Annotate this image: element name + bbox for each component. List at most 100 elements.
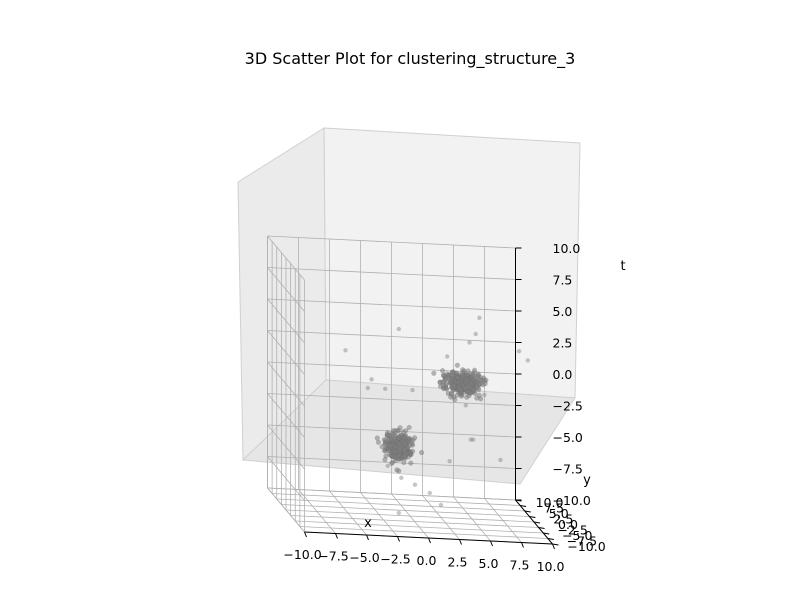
x-tick-label: −2.5: [380, 552, 410, 567]
data-point: [468, 381, 474, 387]
y-axis-label: y: [583, 473, 591, 488]
grid-line: [272, 493, 521, 506]
back-pane: [323, 127, 581, 399]
outlier-point: [412, 482, 418, 487]
grid-line: [276, 498, 525, 512]
outlier-point: [399, 475, 404, 480]
y-tick-mark: [533, 521, 541, 524]
data-point: [475, 372, 482, 378]
outlier-point: [427, 490, 432, 496]
z-tick-label: −10.0: [553, 493, 591, 508]
data-point: [391, 449, 398, 455]
data-point: [437, 379, 443, 385]
data-point: [449, 369, 455, 375]
data-point: [385, 429, 391, 436]
x-tick-label: 10.0: [537, 559, 565, 574]
data-point: [440, 368, 446, 374]
data-point: [407, 450, 414, 456]
z-tick-label: 10.0: [553, 241, 581, 256]
y-tick-label: 7.5: [544, 501, 564, 516]
data-point: [472, 367, 478, 373]
grid-line: [267, 267, 305, 312]
outlier-point: [525, 358, 530, 363]
outlier-point: [396, 510, 401, 516]
data-point: [464, 377, 471, 383]
outlier-point: [343, 348, 348, 353]
x-tick-mark: [459, 539, 462, 545]
data-point: [405, 438, 411, 444]
x-tick-mark: [366, 534, 369, 541]
y-tick-label: −10.0: [567, 539, 605, 554]
outlier-point: [482, 392, 487, 398]
x-tick-mark: [552, 543, 555, 550]
x-tick-label: 0.0: [417, 553, 437, 568]
outlier-point: [467, 340, 472, 345]
outlier-point: [365, 385, 370, 391]
z-tick-label: 0.0: [553, 367, 573, 382]
outlier-point: [498, 457, 503, 463]
data-point: [397, 446, 403, 452]
grid-line: [281, 504, 530, 517]
z-tick-label: 7.5: [553, 273, 573, 288]
data-point: [474, 384, 480, 390]
x-axis-label: x: [364, 516, 372, 531]
x-tick-label: −10.0: [283, 547, 321, 562]
data-point: [396, 435, 402, 441]
data-point: [382, 448, 388, 454]
data-point: [452, 397, 458, 403]
outlier-point: [438, 502, 444, 508]
grid-line: [453, 496, 491, 542]
y-tick-label: 5.0: [549, 506, 569, 521]
outlier-point: [369, 377, 374, 382]
outlier-point: [445, 354, 450, 359]
grid-line: [285, 509, 535, 523]
y-tick-label: 10.0: [536, 495, 564, 510]
outlier-point: [471, 437, 476, 442]
outlier-point: [447, 459, 452, 464]
x-tick-label: 2.5: [448, 555, 468, 570]
axes: [304, 247, 559, 550]
x-tick-label: −5.0: [349, 550, 379, 565]
y-tick-label: −5.0: [562, 528, 592, 543]
data-point: [404, 444, 410, 450]
outlier-point: [396, 326, 401, 332]
z-axis-label: t: [620, 259, 625, 274]
data-point: [383, 453, 389, 459]
data-point: [448, 384, 455, 390]
data-point: [458, 386, 464, 393]
data-point: [441, 373, 447, 379]
y-tick-mark: [552, 543, 559, 546]
y-tick-label: 2.5: [553, 512, 573, 527]
tick-labels: −10.0−7.5 −5.0 −2.5 0.0 2.5 5.0 7.5 10.0−10.0−7…: [283, 241, 605, 574]
data-point: [401, 453, 408, 459]
data-point: [419, 450, 425, 456]
data-point: [387, 443, 393, 449]
z-tick-label: 2.5: [553, 336, 573, 351]
grid-line: [267, 235, 305, 281]
data-point: [389, 460, 395, 466]
x-tick-mark: [335, 533, 338, 539]
data-point: [375, 439, 381, 445]
grid-line: [267, 487, 516, 501]
x-tick-mark: [397, 536, 400, 542]
grid-line: [267, 298, 516, 312]
data-point: [446, 372, 452, 378]
grid-line: [267, 298, 305, 344]
outlier-point: [410, 387, 415, 393]
x-tick-mark: [428, 537, 431, 544]
data-point: [454, 374, 461, 380]
outlier-point: [477, 315, 482, 320]
x-tick-label: 7.5: [510, 558, 530, 573]
x-tick-label: 5.0: [479, 556, 499, 571]
data-point: [406, 424, 412, 431]
z-tick-label: −5.0: [553, 430, 583, 445]
data-point: [460, 372, 466, 378]
grid-line: [484, 498, 522, 543]
data-point: [448, 390, 454, 396]
data-point: [394, 467, 400, 473]
y-tick-label: −7.5: [567, 534, 597, 549]
grid-line: [267, 330, 305, 375]
z-tick-label: 5.0: [553, 304, 573, 319]
x-tick-label: −7.5: [318, 549, 348, 564]
data-point: [454, 362, 460, 368]
